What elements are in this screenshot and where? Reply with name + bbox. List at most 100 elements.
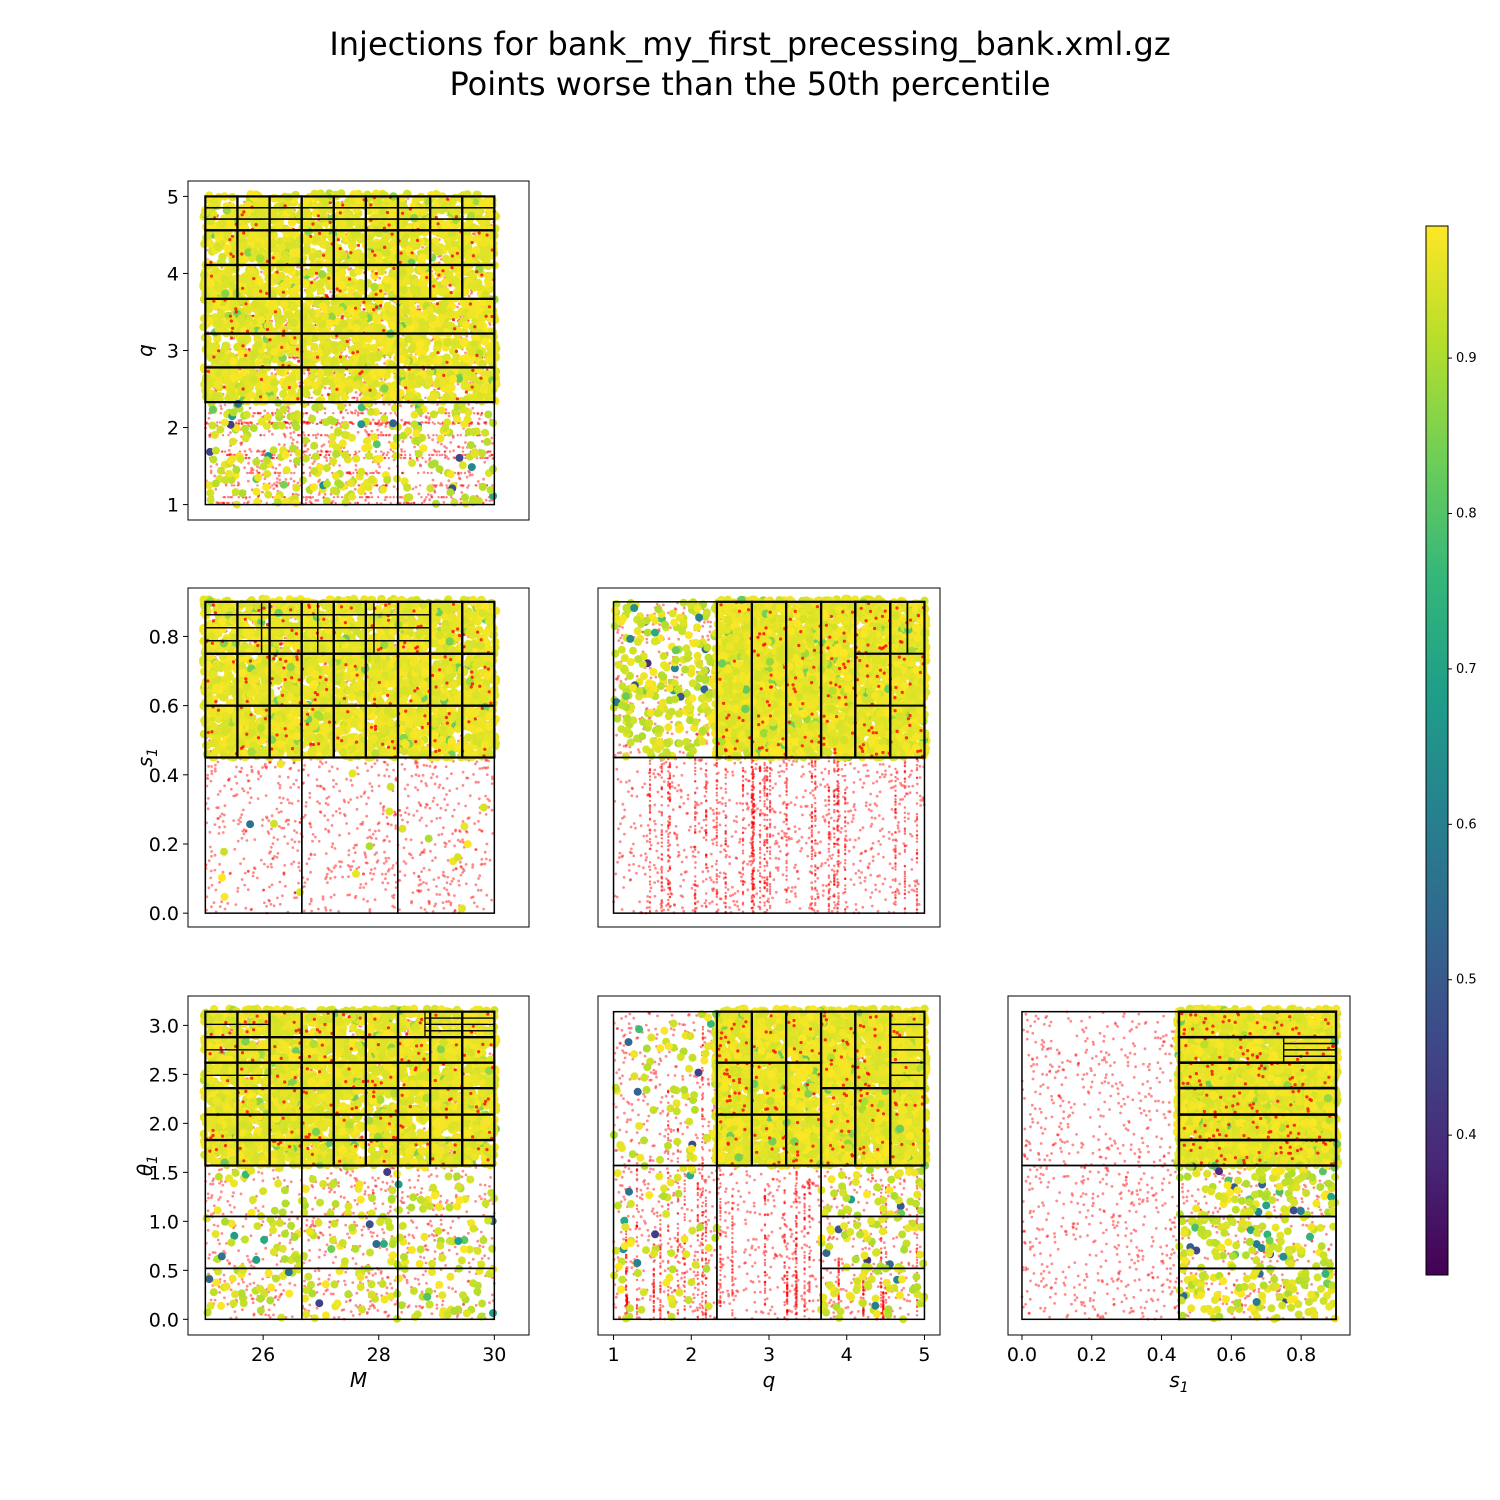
match-point (283, 241, 292, 250)
worse-point (478, 417, 481, 421)
worse-point (325, 459, 329, 462)
worse-point (346, 412, 349, 415)
worse-point (271, 412, 274, 415)
worse-point (417, 492, 421, 496)
worse-point (452, 449, 455, 453)
worse-point (418, 484, 422, 487)
worse-point (445, 484, 448, 487)
worse-point (348, 453, 352, 457)
worse-point (420, 496, 423, 499)
worse-point (476, 412, 479, 415)
worse-point (306, 496, 310, 499)
worse-point (480, 412, 484, 415)
worse-point (377, 421, 381, 424)
worse-point (256, 484, 259, 487)
worse-point (428, 416, 431, 419)
worse-point (256, 496, 260, 499)
worse-point (316, 422, 319, 426)
worse-point (220, 501, 223, 505)
worse-point (272, 482, 276, 486)
worse-point (375, 484, 379, 487)
worse-point (424, 415, 428, 419)
worse-point (465, 475, 469, 479)
worse-point (385, 453, 389, 457)
worse-point (409, 436, 413, 439)
worse-point (245, 453, 248, 457)
worse-point (470, 473, 474, 477)
worse-point (229, 496, 232, 499)
match-point (254, 358, 263, 368)
worse-point (458, 477, 462, 481)
match-point (449, 347, 458, 356)
worse-point (341, 416, 345, 420)
worse-point (473, 412, 476, 415)
worse-point (237, 421, 241, 424)
worse-point (317, 480, 320, 484)
worse-point (225, 501, 229, 505)
worse-point (488, 450, 491, 453)
worse-point (442, 496, 446, 499)
worse-point (365, 430, 369, 434)
worse-point (305, 412, 308, 415)
worse-point (379, 423, 383, 427)
worse-point (490, 436, 494, 440)
match-point (228, 221, 237, 231)
worse-point (378, 471, 381, 475)
worse-point (278, 478, 282, 482)
worse-point (250, 469, 253, 473)
worse-point (272, 487, 276, 490)
worse-point (356, 501, 359, 505)
worse-point (382, 402, 386, 406)
worse-point (431, 478, 435, 482)
worse-point (400, 453, 403, 457)
match-point (347, 285, 356, 295)
worse-point (273, 368, 277, 371)
worse-point (389, 501, 392, 505)
worse-point (400, 448, 403, 451)
worse-point (278, 463, 281, 467)
match-point (380, 245, 389, 255)
worse-point (476, 480, 480, 483)
worse-point (404, 421, 407, 424)
worse-point (246, 479, 250, 483)
worse-point (304, 501, 308, 505)
match-point (223, 376, 232, 386)
worse-point (278, 471, 282, 475)
worse-point (317, 493, 321, 496)
worse-point (366, 496, 369, 499)
worse-point (439, 484, 442, 487)
worse-point (364, 498, 367, 502)
worse-point (418, 463, 422, 467)
worse-point (251, 414, 255, 418)
worse-point (385, 434, 388, 437)
worse-point (308, 496, 312, 499)
worse-point (296, 265, 299, 269)
worse-point (314, 436, 318, 440)
worse-point (371, 471, 374, 475)
worse-point (275, 480, 279, 484)
worse-point (410, 404, 413, 408)
worse-point (470, 421, 473, 424)
worse-point (413, 445, 416, 449)
worse-point (222, 501, 225, 505)
title-line-2: Points worse than the 50th percentile (0, 64, 1500, 104)
worse-point (402, 456, 405, 460)
worse-point (468, 471, 472, 474)
worse-point (419, 464, 423, 468)
worse-point (308, 474, 312, 477)
worse-point (336, 495, 340, 499)
worse-point (256, 465, 259, 469)
worse-point (294, 465, 297, 469)
worse-point (365, 407, 368, 411)
worse-point (323, 386, 327, 390)
match-point (442, 393, 451, 402)
worse-point (287, 409, 290, 413)
worse-point (464, 441, 467, 444)
match-point (463, 227, 472, 236)
worse-point (322, 443, 326, 447)
worse-point (313, 460, 316, 463)
worse-point (431, 438, 434, 442)
worse-point (209, 469, 213, 473)
worse-point (219, 412, 222, 415)
worse-point (421, 456, 424, 460)
